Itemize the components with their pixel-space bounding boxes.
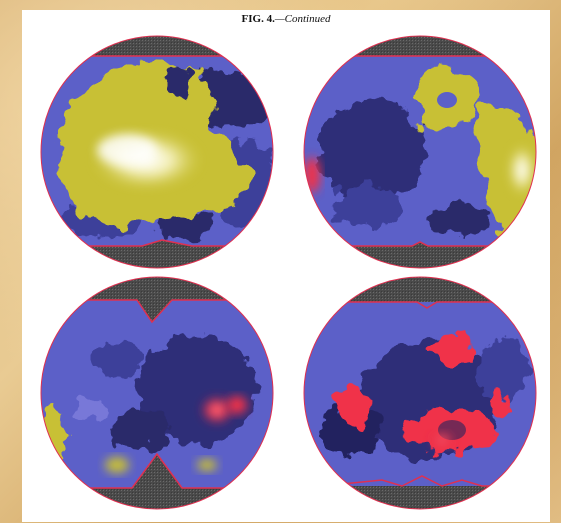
map-bottom-left	[41, 277, 273, 509]
map-top-right	[304, 36, 536, 268]
map-bottom-right	[304, 277, 536, 509]
sky-maps	[40, 35, 537, 510]
figure-caption-label: FIG. 4.	[241, 13, 275, 25]
map-top-left	[41, 36, 273, 268]
figure-caption-continued: —Continued	[274, 13, 331, 25]
figure-caption: FIG. 4.—Continued	[22, 13, 550, 26]
figure-panel: FIG. 4.—Continued	[22, 10, 550, 522]
